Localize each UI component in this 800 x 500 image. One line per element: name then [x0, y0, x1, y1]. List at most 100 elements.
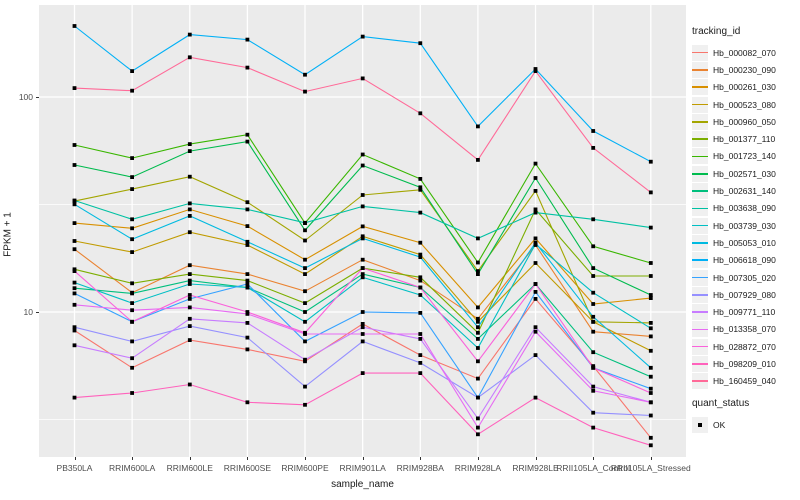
point-marker	[533, 67, 538, 71]
line-swatch-icon	[692, 207, 708, 210]
point-marker	[187, 316, 192, 321]
point-marker	[418, 187, 423, 192]
point-marker	[418, 41, 423, 46]
point-marker	[130, 291, 134, 296]
point-marker	[648, 159, 653, 164]
point-marker	[72, 198, 77, 203]
legend-item-label: Hb_001723_140	[713, 151, 776, 162]
point-marker	[418, 353, 423, 357]
point-marker	[360, 371, 365, 375]
point-marker	[245, 239, 250, 244]
point-marker	[303, 384, 307, 389]
point-marker	[130, 319, 134, 324]
legend-item-label: Hb_003638_090	[713, 203, 776, 214]
point-marker	[130, 391, 134, 395]
point-marker	[591, 146, 596, 150]
legend-key	[692, 183, 708, 200]
legend-item-Hb_002571_030: Hb_002571_030	[692, 165, 798, 182]
point-marker	[245, 282, 250, 286]
legend-item-Hb_005053_010: Hb_005053_010	[692, 234, 798, 251]
point-marker	[72, 291, 77, 296]
legend-item-Hb_000523_080: Hb_000523_080	[692, 96, 798, 113]
point-marker	[360, 272, 365, 276]
legend-item-label: Hb_007305_020	[713, 272, 776, 283]
point-marker	[648, 334, 653, 339]
legend-item-label: Hb_007929_080	[713, 289, 776, 300]
point-marker	[130, 356, 134, 361]
point-marker	[72, 328, 77, 333]
x-tick-label-RRIM928LE: RRIM928LE	[512, 463, 559, 473]
point-marker	[72, 221, 77, 225]
point-marker	[360, 76, 365, 81]
point-marker	[245, 37, 250, 42]
point-marker	[591, 319, 596, 324]
point-marker	[418, 371, 423, 375]
point-marker	[476, 346, 480, 350]
point-marker	[360, 325, 365, 330]
point-marker	[648, 348, 653, 353]
point-marker	[187, 282, 192, 286]
point-marker	[533, 207, 538, 212]
point-marker	[591, 266, 596, 270]
point-marker	[533, 290, 538, 294]
legend-item-Hb_006618_090: Hb_006618_090	[692, 252, 798, 269]
point-marker	[591, 244, 596, 249]
point-marker	[533, 189, 538, 193]
point-marker	[418, 255, 423, 259]
legend-key	[692, 131, 708, 148]
point-marker	[130, 187, 134, 191]
legend-key	[692, 79, 708, 96]
point-marker	[303, 357, 307, 362]
legend-title: quant_status	[692, 398, 750, 409]
point-marker	[303, 220, 307, 225]
x-tick-mark	[74, 457, 76, 460]
line-swatch-icon	[692, 242, 708, 244]
point-marker	[72, 163, 77, 167]
point-marker	[360, 322, 365, 326]
point-marker	[533, 210, 538, 215]
point-marker	[360, 204, 365, 209]
point-marker	[648, 190, 653, 195]
legend-item-Hb_001377_110: Hb_001377_110	[692, 130, 798, 148]
legend-key	[692, 44, 708, 61]
point-marker	[418, 177, 423, 181]
point-marker	[591, 350, 596, 355]
point-marker	[187, 142, 192, 146]
point-marker	[72, 86, 77, 90]
point-marker	[245, 132, 250, 137]
point-marker	[648, 274, 653, 278]
legend-key	[692, 321, 708, 338]
point-marker	[591, 129, 596, 133]
point-marker	[303, 402, 307, 407]
legend-item-ok: OK	[692, 416, 798, 433]
legend-item-label: OK	[713, 419, 726, 430]
point-marker	[648, 391, 653, 395]
point-marker	[476, 260, 480, 265]
point-marker	[418, 210, 423, 215]
point-marker	[245, 400, 250, 405]
point-marker	[418, 252, 423, 257]
point-marker	[476, 325, 480, 330]
point-marker	[245, 347, 250, 352]
legend-item-label: Hb_098209_010	[713, 358, 776, 369]
point-marker	[418, 275, 423, 280]
point-marker	[533, 161, 538, 166]
point-marker	[648, 386, 653, 391]
legend-item-Hb_013358_070: Hb_013358_070	[692, 321, 798, 338]
legend-item-Hb_160459_040: Hb_160459_040	[692, 373, 798, 390]
point-marker	[187, 201, 192, 206]
point-marker	[303, 257, 307, 262]
legend-title: tracking_id	[692, 26, 741, 37]
legend-item-Hb_002631_140: Hb_002631_140	[692, 182, 798, 200]
x-tick-mark	[132, 457, 134, 460]
point-marker	[187, 272, 192, 276]
plot-panel	[39, 5, 686, 457]
point-marker	[591, 384, 596, 389]
point-marker	[72, 202, 77, 207]
legend-key	[692, 304, 708, 321]
legend-item-Hb_003638_090: Hb_003638_090	[692, 200, 798, 217]
y-tick-mark	[36, 97, 39, 98]
point-marker	[591, 410, 596, 415]
point-marker	[648, 374, 653, 379]
legend-key	[692, 234, 708, 251]
